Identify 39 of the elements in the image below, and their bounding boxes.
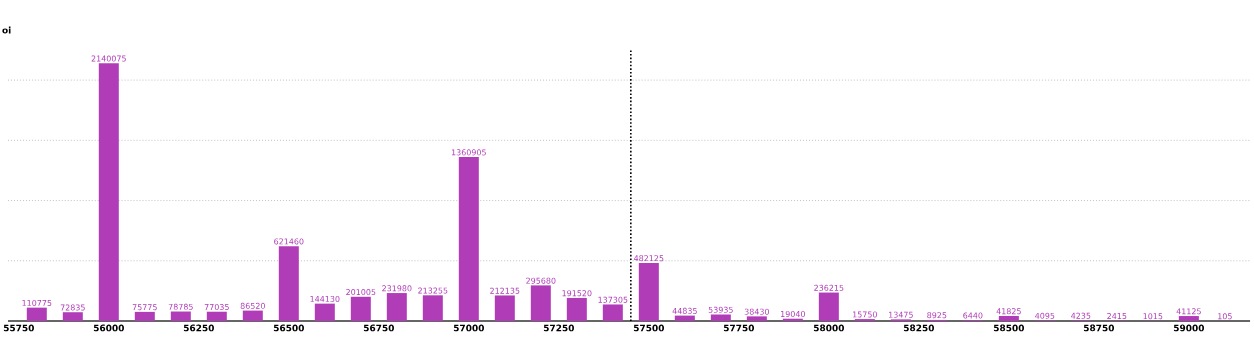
x-tick-label: 57000 — [453, 324, 484, 332]
x-tick-label: 56000 — [93, 324, 124, 332]
bar — [602, 304, 623, 321]
bar — [566, 297, 587, 321]
bar — [422, 295, 443, 321]
bar — [530, 285, 551, 321]
bar — [386, 293, 407, 321]
x-tick-label: 56250 — [183, 324, 214, 332]
y-axis-title: oi — [2, 26, 11, 34]
x-tick-label: 57500 — [633, 324, 664, 332]
bar — [134, 311, 155, 321]
x-tick-label: 59000 — [1173, 324, 1205, 332]
x-tick-label: 58000 — [813, 324, 845, 332]
bar — [494, 295, 515, 321]
bar — [242, 310, 263, 321]
x-tick-label: 58750 — [1083, 324, 1115, 332]
bar — [62, 312, 83, 321]
bar — [674, 315, 695, 321]
bar — [314, 303, 335, 321]
bar — [638, 262, 659, 321]
bar — [206, 311, 227, 321]
bar — [278, 246, 299, 321]
x-tick-label: 56750 — [363, 324, 394, 332]
x-tick-label: 58500 — [993, 324, 1025, 332]
x-tick-label: 56500 — [273, 324, 304, 332]
x-tick-label: 55750 — [3, 324, 34, 332]
bar — [998, 315, 1019, 321]
bar — [350, 296, 371, 321]
bar — [818, 292, 839, 321]
bar — [170, 311, 191, 321]
bar — [98, 63, 119, 321]
x-tick-label: 57750 — [723, 324, 755, 332]
x-tick-label: 57250 — [543, 324, 574, 332]
bar — [710, 314, 731, 321]
bar — [1178, 316, 1199, 321]
x-tick-label: 58250 — [903, 324, 935, 332]
bar — [458, 157, 479, 321]
bar — [26, 307, 47, 321]
bar — [746, 316, 767, 321]
